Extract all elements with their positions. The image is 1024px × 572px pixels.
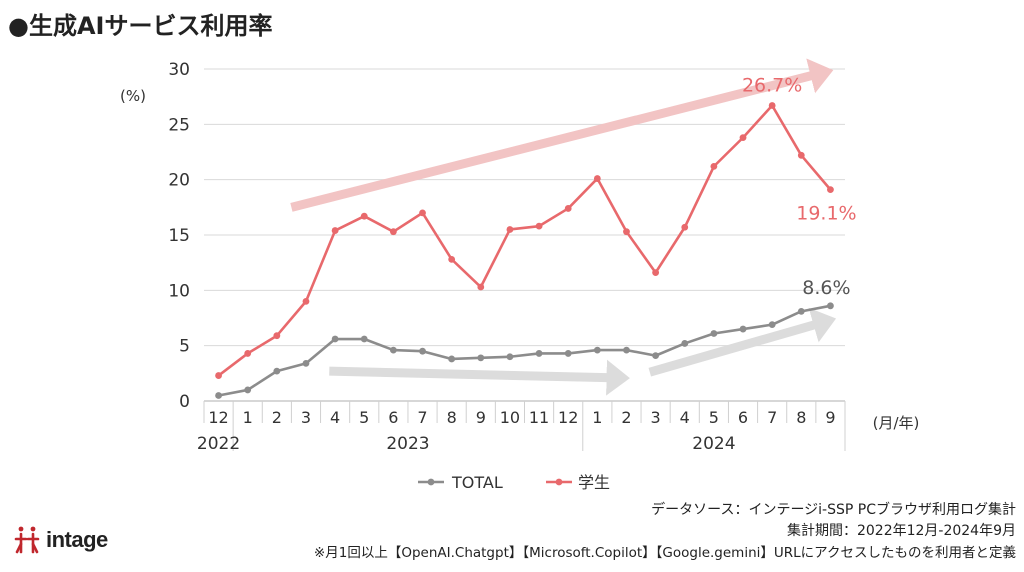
data-point-total — [564, 350, 572, 357]
y-axis-label: (%) — [120, 87, 146, 105]
x-tick-label: 1 — [243, 408, 253, 427]
x-tick-label: 3 — [301, 408, 311, 427]
data-point-total — [244, 386, 252, 394]
legend-marker — [427, 478, 435, 486]
data-point-total — [797, 307, 805, 315]
data-point-student — [797, 151, 805, 159]
x-tick-label: 10 — [500, 408, 520, 427]
data-point-total — [739, 325, 747, 333]
data-point-total — [389, 346, 397, 354]
data-point-total — [623, 346, 630, 354]
intage-logo-text: intage — [46, 527, 108, 552]
x-tick-label: 12 — [558, 408, 578, 427]
data-point-student — [273, 332, 281, 340]
definition-note: ※月1回以上【OpenAI.Chatgpt】【Microsoft.Copilot… — [313, 545, 1016, 561]
series-line-student — [217, 104, 832, 377]
data-point-student — [593, 175, 601, 182]
data-point-total — [360, 335, 368, 343]
chart-title: ●生成AIサービス利用率 — [8, 12, 273, 40]
x-tick-label: 4 — [680, 408, 690, 427]
series-line-total — [218, 304, 831, 397]
y-tick-label: 25 — [168, 115, 190, 135]
x-tick-label: 6 — [388, 408, 398, 427]
data-point-student — [215, 372, 222, 379]
x-tick-label: 3 — [651, 408, 661, 427]
data-label: 19.1% — [796, 203, 856, 225]
data-label: 8.6% — [802, 277, 850, 299]
x-tick-label: 5 — [709, 408, 719, 427]
x-tick-label: 8 — [796, 408, 806, 427]
data-point-student — [739, 134, 747, 142]
data-point-total — [477, 354, 485, 362]
y-tick-label: 0 — [179, 392, 190, 412]
x-tick-label: 2 — [272, 408, 282, 427]
x-tick-label: 4 — [330, 408, 340, 427]
data-point-student — [419, 209, 426, 217]
x-tick-label: 9 — [825, 408, 835, 427]
x-tick-label: 12 — [208, 408, 228, 427]
trend-arrow — [648, 307, 837, 377]
data-point-total — [652, 352, 660, 360]
data-point-student — [681, 223, 689, 231]
data-point-student — [827, 186, 834, 194]
data-point-total — [593, 346, 601, 354]
x-axis-label: (月/年) — [873, 414, 920, 432]
data-point-total — [710, 330, 718, 337]
y-tick-label: 10 — [168, 281, 190, 301]
legend-marker — [555, 478, 563, 486]
data-point-student — [652, 269, 660, 277]
intage-logo-icon — [14, 526, 40, 554]
data-point-student — [448, 255, 456, 263]
data-point-total — [681, 340, 689, 347]
data-point-student — [768, 102, 776, 109]
x-tick-label: 1 — [592, 408, 602, 427]
data-point-total — [506, 353, 514, 361]
data-point-total — [215, 392, 222, 399]
x-tick-label: 2 — [621, 408, 631, 427]
data-point-student — [535, 222, 543, 230]
legend-label: TOTAL — [451, 473, 503, 492]
x-tick-label: 7 — [417, 408, 427, 427]
intage-logo: intage — [14, 524, 108, 556]
data-point-student — [302, 298, 310, 305]
data-point-student — [360, 212, 368, 220]
year-label: 2024 — [692, 434, 735, 454]
data-point-student — [389, 228, 397, 236]
x-tick-label: 7 — [767, 408, 777, 427]
data-point-student — [623, 228, 630, 236]
legend-label: 学生 — [578, 473, 610, 492]
data-point-total — [273, 367, 281, 375]
year-label: 2023 — [386, 434, 429, 454]
trend-arrow — [290, 58, 834, 212]
y-tick-label: 15 — [168, 226, 190, 246]
data-point-total — [331, 335, 339, 343]
x-tick-label: 9 — [476, 408, 486, 427]
data-point-total — [827, 302, 834, 310]
data-point-student — [244, 350, 252, 357]
data-point-total — [535, 350, 543, 357]
data-point-student — [331, 227, 339, 234]
data-point-total — [768, 321, 776, 329]
data-point-student — [477, 283, 485, 291]
data-point-student — [564, 205, 572, 212]
source-note: データソース：インテージi-SSP PCブラウザ利用ログ集計 — [651, 502, 1016, 518]
y-tick-label: 5 — [179, 337, 190, 357]
x-tick-label: 11 — [529, 408, 549, 427]
data-point-student — [506, 226, 514, 233]
data-label: 26.7% — [742, 75, 802, 97]
y-tick-label: 30 — [168, 60, 190, 80]
x-tick-label: 6 — [738, 408, 748, 427]
x-tick-label: 8 — [447, 408, 457, 427]
data-point-total — [419, 347, 426, 355]
x-tick-label: 5 — [359, 408, 369, 427]
data-point-total — [448, 355, 456, 363]
year-label: 2022 — [197, 434, 240, 454]
y-tick-label: 20 — [168, 171, 190, 191]
data-point-total — [302, 359, 310, 367]
period-note: 集計期間：2022年12月-2024年9月 — [786, 523, 1016, 539]
trend-arrow — [329, 359, 630, 396]
data-point-student — [710, 162, 718, 170]
